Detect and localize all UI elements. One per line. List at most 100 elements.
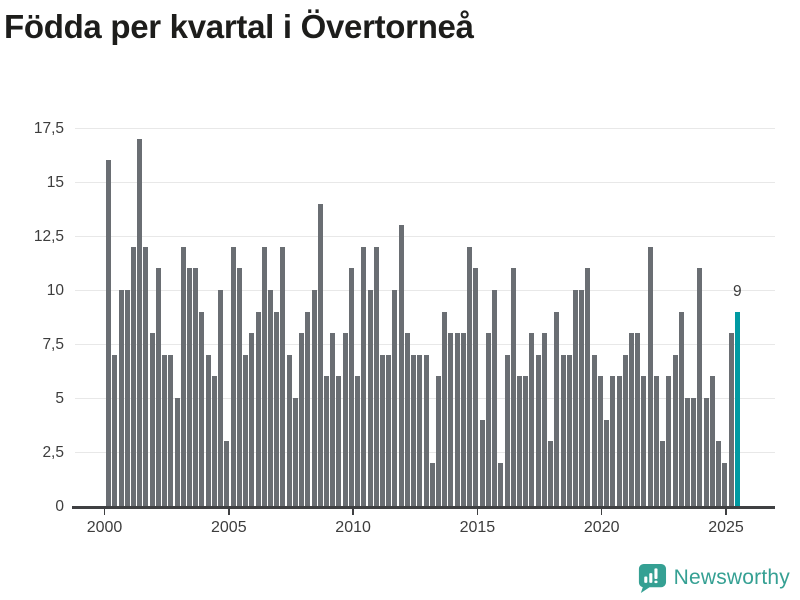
brand-name: Newsworthy — [673, 566, 790, 589]
highlighted-bar — [734, 311, 740, 506]
bar — [193, 268, 199, 506]
bar — [616, 376, 622, 506]
bar — [187, 268, 193, 506]
bar — [255, 311, 261, 506]
bar — [716, 441, 722, 506]
bar — [523, 376, 529, 506]
bar — [348, 268, 354, 506]
bar — [448, 333, 454, 506]
x-axis-tick-label: 2020 — [583, 519, 620, 536]
bar — [473, 268, 479, 506]
bar — [423, 354, 429, 506]
bar — [685, 398, 691, 506]
bar — [361, 246, 367, 506]
bar — [398, 225, 404, 506]
x-axis-tick — [476, 508, 479, 515]
bar — [479, 419, 485, 506]
bar — [230, 246, 236, 506]
bar — [317, 203, 323, 506]
gridline — [75, 289, 775, 291]
chart-title: Födda per kvartal i Övertorneå — [4, 8, 474, 45]
bar — [703, 398, 709, 506]
y-axis-tick-label: 17,5 — [33, 119, 64, 137]
bar — [436, 376, 442, 506]
bar — [112, 354, 118, 506]
bar — [267, 290, 273, 506]
bar — [218, 290, 224, 506]
y-axis-tick-label: 15 — [46, 173, 64, 191]
bar — [572, 290, 578, 506]
y-axis-tick-label: 10 — [46, 281, 64, 299]
bar — [243, 354, 249, 506]
bar — [124, 290, 130, 506]
bar — [336, 376, 342, 506]
bar — [417, 354, 423, 506]
bar — [504, 354, 510, 506]
bar — [168, 354, 174, 506]
bar — [404, 333, 410, 506]
gridline — [75, 235, 775, 237]
y-axis-tick-label: 7,5 — [42, 335, 64, 353]
bar — [180, 246, 186, 506]
y-axis-tick-label: 5 — [55, 389, 64, 407]
bar — [647, 246, 653, 506]
bar — [492, 290, 498, 506]
bar — [641, 376, 647, 506]
gridline — [75, 343, 775, 345]
bar-chart-speech-bubble-icon — [638, 563, 666, 594]
bar — [224, 441, 230, 506]
bar — [516, 376, 522, 506]
x-axis-tick-label: 2010 — [335, 519, 371, 536]
bar — [174, 398, 180, 506]
bar — [635, 333, 641, 506]
bar — [722, 462, 728, 506]
bar — [380, 354, 385, 506]
bar — [155, 268, 161, 506]
bar — [548, 441, 554, 506]
y-axis-tick-label: 2,5 — [42, 443, 64, 461]
bar — [149, 333, 155, 506]
x-axis-tick — [725, 508, 727, 515]
y-axis-tick-label: 0 — [55, 497, 64, 515]
bar — [137, 138, 143, 506]
bar — [411, 354, 417, 506]
bar — [610, 376, 616, 506]
bar — [280, 246, 286, 506]
bar — [274, 311, 280, 506]
bar — [211, 376, 217, 506]
bar — [162, 354, 168, 506]
bar — [498, 462, 504, 506]
bar — [709, 376, 715, 506]
newsworthy-logo: Newsworthy — [636, 562, 790, 594]
bar — [292, 398, 298, 506]
x-axis-tick — [600, 508, 603, 515]
bar — [118, 290, 124, 506]
x-axis-tick-label: 2025 — [708, 519, 744, 536]
bar — [672, 354, 678, 506]
x-axis-line — [72, 506, 775, 509]
bar — [386, 354, 392, 506]
bar — [236, 268, 242, 506]
bar — [305, 311, 311, 506]
bar — [199, 311, 205, 506]
bar — [529, 333, 535, 506]
bar — [660, 441, 666, 506]
bar — [579, 290, 585, 506]
bar — [560, 354, 566, 506]
x-axis-tick-label: 2000 — [86, 519, 123, 536]
bar — [286, 354, 292, 506]
bar — [249, 333, 255, 506]
bar — [622, 354, 628, 506]
bar — [678, 311, 684, 506]
last-value-label: 9 — [733, 282, 742, 300]
bar — [697, 268, 703, 506]
bar — [143, 246, 149, 506]
bar — [205, 354, 211, 506]
bar — [591, 354, 597, 506]
bar — [442, 311, 448, 506]
bar — [299, 333, 305, 506]
bar — [392, 290, 398, 506]
bar — [541, 333, 547, 506]
bar — [629, 333, 634, 506]
